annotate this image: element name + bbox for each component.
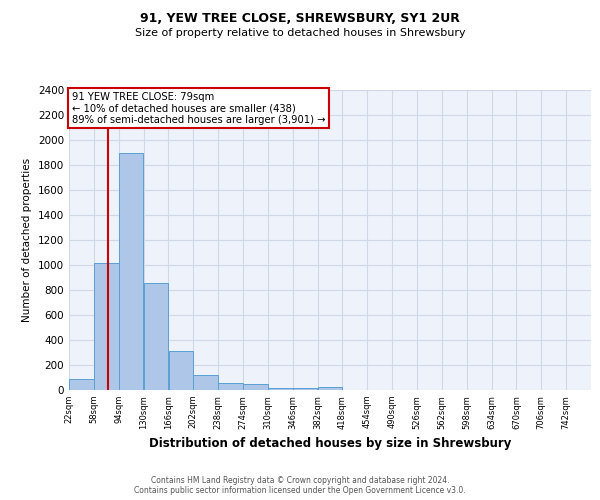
Bar (94, 262, 119, 390)
Y-axis label: Number of detached properties: Number of detached properties (22, 158, 32, 322)
Bar (119, 152, 143, 390)
Bar (268, 388, 293, 390)
Bar (69, 379, 94, 390)
Text: Contains HM Land Registry data © Crown copyright and database right 2024.: Contains HM Land Registry data © Crown c… (151, 476, 449, 485)
Bar (193, 375, 218, 390)
Bar (293, 388, 317, 390)
Text: Contains public sector information licensed under the Open Government Licence v3: Contains public sector information licen… (134, 486, 466, 495)
X-axis label: Distribution of detached houses by size in Shrewsbury: Distribution of detached houses by size … (149, 437, 511, 450)
Text: 91, YEW TREE CLOSE, SHREWSBURY, SY1 2UR: 91, YEW TREE CLOSE, SHREWSBURY, SY1 2UR (140, 12, 460, 26)
Bar (218, 383, 243, 390)
Text: 91 YEW TREE CLOSE: 79sqm
← 10% of detached houses are smaller (438)
89% of semi-: 91 YEW TREE CLOSE: 79sqm ← 10% of detach… (71, 92, 325, 124)
Bar (318, 387, 342, 390)
Bar (243, 384, 268, 390)
Text: Size of property relative to detached houses in Shrewsbury: Size of property relative to detached ho… (134, 28, 466, 38)
Bar (144, 282, 168, 390)
Bar (169, 350, 193, 390)
